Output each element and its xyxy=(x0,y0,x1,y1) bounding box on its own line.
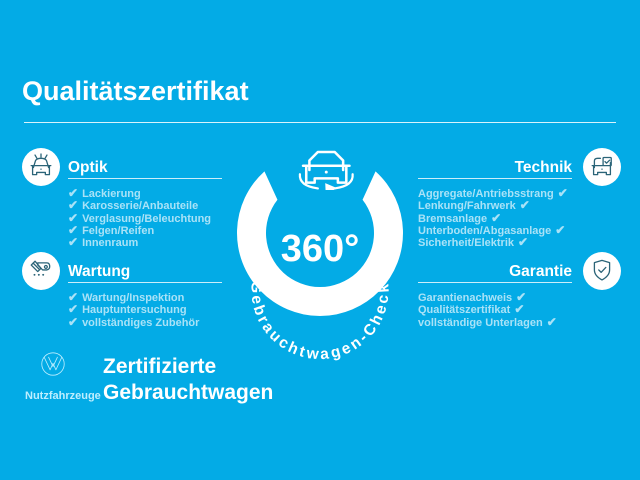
svg-text:Gebrauchtwagen-Check: Gebrauchtwagen-Check xyxy=(247,281,392,364)
